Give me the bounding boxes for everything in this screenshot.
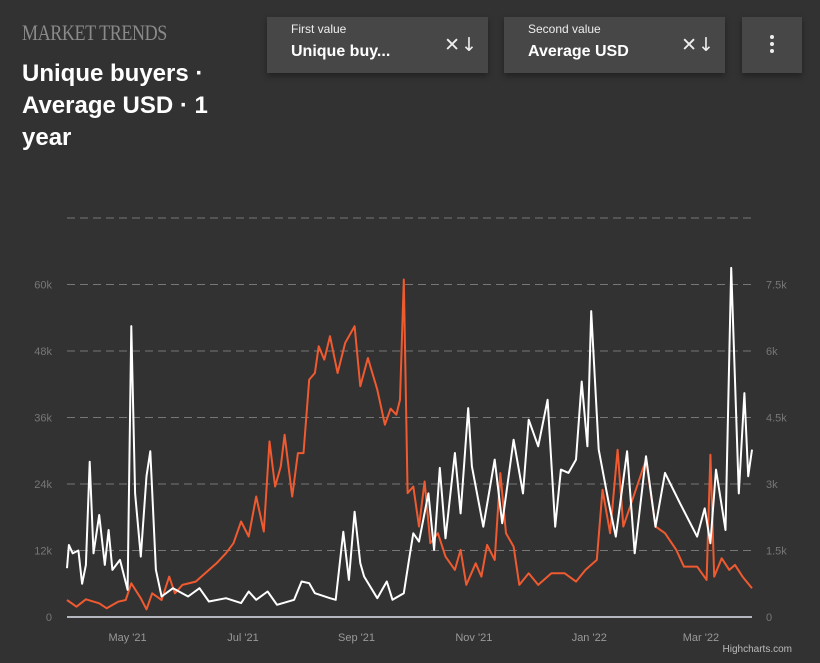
close-icon[interactable]: ✕ [444, 34, 462, 56]
highcharts-credit[interactable]: Highcharts.com [722, 644, 792, 655]
second-value-label: Second value [528, 22, 601, 36]
brand-logo: MARKET TRENDS [22, 20, 167, 45]
arrow-down-icon[interactable]: ↓ [461, 34, 478, 56]
y-left-tick-label: 12k [34, 546, 52, 558]
y-left-tick-label: 24k [34, 479, 52, 491]
x-tick-label: Sep '21 [338, 632, 375, 644]
second-value-current: Average USD [528, 43, 629, 60]
arrow-down-icon[interactable]: ↓ [698, 34, 715, 56]
y-right-tick-label: 7.5k [766, 280, 787, 292]
close-icon[interactable]: ✕ [681, 34, 699, 56]
x-tick-label: Nov '21 [455, 632, 492, 644]
y-right-tick-label: 1.5k [766, 546, 787, 558]
series-line-unique-buyers [66, 266, 753, 606]
x-tick-label: Jul '21 [227, 632, 258, 644]
first-value-current: Unique buy... [291, 43, 391, 60]
x-tick-label: May '21 [108, 632, 146, 644]
x-tick-label: Jan '22 [572, 632, 607, 644]
y-left-tick-label: 0 [46, 612, 52, 624]
y-left-tick-label: 60k [34, 280, 52, 292]
first-value-select[interactable]: First value Unique buy... ✕↓ [267, 17, 488, 73]
chart-heading: Unique buyers · Average USD · 1 year [22, 60, 208, 151]
more-vertical-icon [770, 35, 774, 56]
y-left-tick-label: 36k [34, 413, 52, 425]
second-value-select[interactable]: Second value Average USD ✕↓ [504, 17, 725, 73]
x-tick-label: Mar '22 [683, 632, 719, 644]
y-right-tick-label: 6k [766, 346, 778, 358]
y-right-tick-label: 0 [766, 612, 772, 624]
y-left-tick-label: 48k [34, 346, 52, 358]
first-value-label: First value [291, 22, 347, 36]
more-menu-button[interactable] [742, 17, 802, 73]
series-line-average-usd [66, 278, 753, 611]
y-right-tick-label: 3k [766, 479, 778, 491]
y-right-tick-label: 4.5k [766, 413, 787, 425]
